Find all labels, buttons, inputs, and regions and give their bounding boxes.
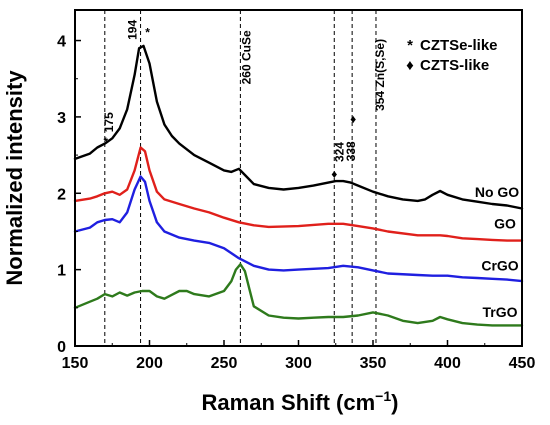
series-line-no-go xyxy=(73,44,524,210)
series-label-trgo: TrGO xyxy=(482,304,517,320)
y-axis-label: Normalized intensity xyxy=(2,70,27,286)
y-tick-label: 2 xyxy=(57,186,66,203)
x-tick-label: 300 xyxy=(285,355,312,372)
ref-label: 260 CuSe xyxy=(239,30,253,84)
legend-label: CZTSe-like xyxy=(420,37,498,54)
series-label-no-go: No GO xyxy=(475,184,519,200)
ref-marker: * xyxy=(103,135,108,149)
series-line-go xyxy=(73,146,524,242)
series-group xyxy=(73,44,524,327)
legend: * CZTSe-like ♦ CZTS-like xyxy=(406,37,497,74)
x-tick-label: 450 xyxy=(509,355,536,372)
x-tick-label: 350 xyxy=(360,355,387,372)
x-tick-label: 400 xyxy=(434,355,461,372)
ref-marker: ♦ xyxy=(331,167,337,181)
legend-symbol: * xyxy=(407,37,413,54)
ref-label: 175 xyxy=(102,112,116,132)
series-label-crgo: CrGO xyxy=(481,257,518,273)
series-label-go: GO xyxy=(494,215,516,231)
series-line-crgo xyxy=(73,175,524,283)
ref-label: 338 xyxy=(344,141,358,161)
ref-marker: ♦ xyxy=(350,112,356,126)
series-line-trgo xyxy=(73,263,524,327)
x-axis-label: Raman Shift (cm−1) xyxy=(202,388,399,415)
y-tick-label: 0 xyxy=(57,339,66,356)
x-axis-ticks: 150 200 250 300 350 400 450 xyxy=(62,340,536,372)
y-tick-label: 4 xyxy=(57,34,66,51)
legend-symbol: ♦ xyxy=(406,57,414,74)
ref-marker: * xyxy=(145,26,150,40)
x-tick-label: 200 xyxy=(136,355,163,372)
ref-label: 324 xyxy=(332,142,346,162)
reference-lines xyxy=(104,10,377,346)
ref-label: 354 Zn(S,Se) xyxy=(373,39,387,111)
ref-label: 194 xyxy=(126,20,140,40)
x-tick-label: 250 xyxy=(211,355,238,372)
y-tick-label: 3 xyxy=(57,110,66,127)
y-tick-label: 1 xyxy=(57,263,66,280)
annotations: No GO GO CrGO TrGO 175 * 194 * 260 CuSe ♦ 324 ♦ 338 3… xyxy=(102,20,519,320)
x-tick-label: 150 xyxy=(62,355,89,372)
legend-label: CZTS-like xyxy=(420,57,489,74)
y-axis-ticks: 0 1 2 3 4 xyxy=(57,34,81,356)
